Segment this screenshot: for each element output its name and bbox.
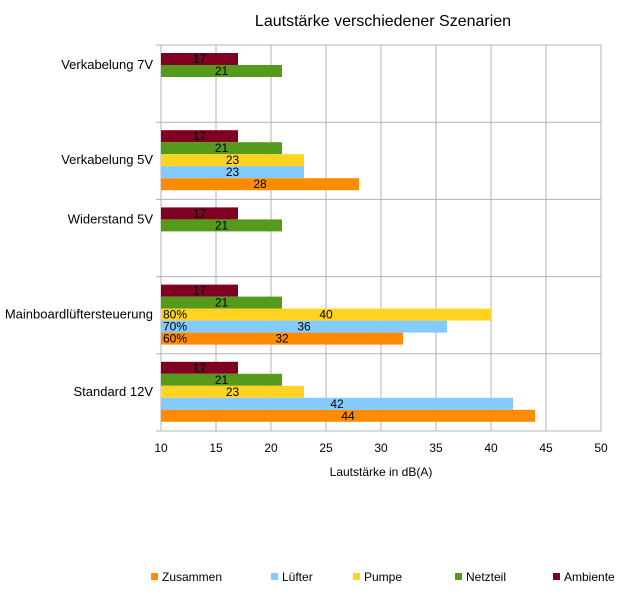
data-label-standard-12v-luefter: 42 [330, 397, 344, 411]
x-tick-label-50: 50 [594, 441, 608, 455]
x-tick-label-45: 45 [539, 441, 553, 455]
category-label-standard-12v: Standard 12V [73, 384, 153, 399]
bar-verkabelung-5v-pumpe [161, 154, 304, 167]
data-label-standard-12v-zusammen: 44 [341, 409, 355, 423]
legend-label-ambiente: Ambiente [564, 570, 615, 584]
legend-swatch-netzteil [455, 573, 462, 580]
legend-label-zusammen: Zusammen [162, 570, 222, 584]
bar-standard-12v-zusammen [161, 409, 535, 422]
bar-widerstand-5v-ambiente [161, 207, 238, 220]
legend: Zusammen Lüfter Pumpe Netzteil Ambiente [151, 570, 615, 584]
x-tick-labels: 10 15 20 25 30 35 40 45 50 [154, 441, 608, 455]
legend-label-luefter: Lüfter [282, 570, 313, 584]
legend-swatch-pumpe [353, 573, 360, 580]
x-tick-label-30: 30 [374, 441, 388, 455]
x-tick-label-10: 10 [154, 441, 168, 455]
legend-label-netzteil: Netzteil [466, 570, 506, 584]
bar-standard-12v-ambiente [161, 361, 238, 374]
bar-widerstand-5v-netzteil [161, 219, 282, 232]
bar-verkabelung-5v-luefter [161, 166, 304, 179]
data-label-widerstand-5v-netzteil: 21 [215, 218, 229, 232]
category-label-verkabelung-5v: Verkabelung 5V [61, 152, 153, 167]
bar-verkabelung-5v-netzteil [161, 142, 282, 155]
data-label-verkabelung-5v-netzteil: 21 [215, 141, 229, 155]
bar-verkabelung-5v-ambiente [161, 130, 238, 143]
chart-title: Lautstärke verschiedener Szenarien [255, 13, 511, 30]
legend-swatch-zusammen [151, 573, 158, 580]
legend-swatch-ambiente [553, 573, 560, 580]
x-tick-label-40: 40 [484, 441, 498, 455]
annotation-mainboardlueftersteuerung-luefter: 70% [163, 320, 187, 334]
bar-mainboardlueftersteuerung-pumpe [161, 308, 491, 321]
data-label-mainboardlueftersteuerung-luefter: 36 [297, 320, 311, 334]
legend-label-pumpe: Pumpe [364, 570, 402, 584]
data-label-mainboardlueftersteuerung-pumpe: 40 [319, 308, 333, 322]
bar-verkabelung-7v-netzteil [161, 65, 282, 77]
bar-mainboardlueftersteuerung-luefter [161, 320, 447, 333]
bar-standard-12v-pumpe [161, 385, 304, 398]
bar-mainboardlueftersteuerung-netzteil [161, 296, 282, 309]
legend-swatch-luefter [271, 573, 278, 580]
data-label-verkabelung-5v-luefter: 23 [226, 165, 240, 179]
x-axis-title: Lautstärke in dB(A) [330, 465, 433, 479]
data-labels: 17211721232328172117214080%3670%3260%172… [163, 52, 355, 423]
data-label-mainboardlueftersteuerung-ambiente: 17 [193, 284, 207, 298]
x-tick-label-35: 35 [429, 441, 443, 455]
x-tick-label-25: 25 [319, 441, 333, 455]
bar-mainboardlueftersteuerung-zusammen [161, 332, 403, 345]
data-label-mainboardlueftersteuerung-netzteil: 21 [215, 296, 229, 310]
category-labels: Verkabelung 7V Verkabelung 5V Widerstand 5… [5, 57, 153, 399]
bar-verkabelung-5v-zusammen [161, 178, 359, 191]
bar-mainboardlueftersteuerung-ambiente [161, 284, 238, 297]
annotation-mainboardlueftersteuerung-zusammen: 60% [163, 332, 187, 346]
bars [161, 53, 535, 422]
data-label-standard-12v-netzteil: 21 [215, 373, 229, 387]
data-label-verkabelung-5v-ambiente: 17 [193, 129, 207, 143]
bar-standard-12v-netzteil [161, 373, 282, 386]
category-label-verkabelung-7v: Verkabelung 7V [61, 57, 153, 72]
data-label-verkabelung-5v-zusammen: 28 [253, 177, 267, 191]
data-label-verkabelung-5v-pumpe: 23 [226, 153, 240, 167]
data-label-verkabelung-7v-netzteil: 21 [215, 64, 229, 78]
x-tick-label-20: 20 [264, 441, 278, 455]
grid-lines [156, 44, 602, 432]
data-label-verkabelung-7v-ambiente: 17 [193, 52, 207, 66]
data-label-standard-12v-ambiente: 17 [193, 361, 207, 375]
category-label-widerstand-5v: Widerstand 5V [68, 211, 154, 226]
data-label-mainboardlueftersteuerung-zusammen: 32 [275, 332, 289, 346]
data-label-widerstand-5v-ambiente: 17 [193, 206, 207, 220]
annotation-mainboardlueftersteuerung-pumpe: 80% [163, 308, 187, 322]
bar-verkabelung-7v-ambiente [161, 53, 238, 65]
x-tick-label-15: 15 [209, 441, 223, 455]
data-label-standard-12v-pumpe: 23 [226, 385, 240, 399]
bar-standard-12v-luefter [161, 397, 513, 410]
category-label-mainboardlueftersteuerung: Mainboardlüftersteuerung [5, 307, 153, 322]
